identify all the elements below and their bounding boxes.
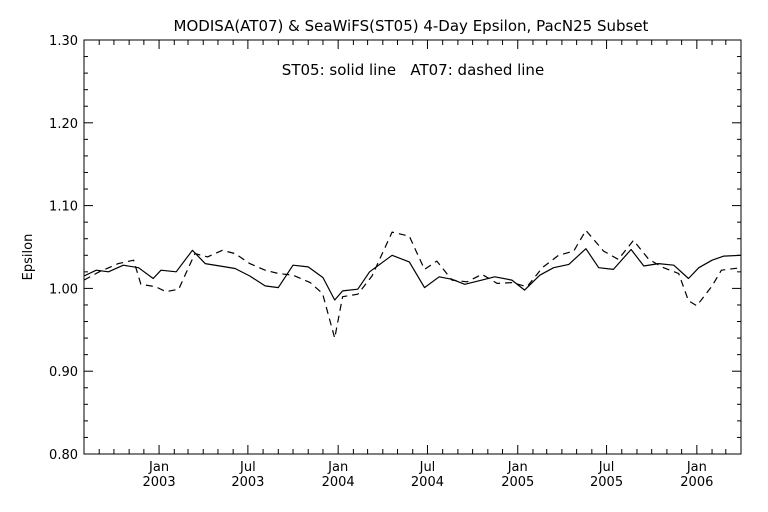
x-tick-label-month: Jan <box>507 460 528 475</box>
x-tick-label-year: 2005 <box>501 475 534 490</box>
y-tick-label: 0.90 <box>49 365 78 380</box>
x-tick-label-year: 2003 <box>143 475 176 490</box>
x-tick-label-year: 2006 <box>680 475 713 490</box>
x-tick-label-month: Jan <box>327 460 348 475</box>
y-tick-label: 1.10 <box>49 200 78 215</box>
chart-title: MODISA(AT07) & SeaWiFS(ST05) 4-Day Epsil… <box>174 17 649 35</box>
x-tick-label-month: Jul <box>598 460 615 475</box>
x-tick-label-year: 2004 <box>322 475 355 490</box>
series-line-at07 <box>83 229 742 339</box>
y-tick-label: 1.30 <box>49 34 78 49</box>
x-tick-label-year: 2003 <box>231 475 264 490</box>
series-line-st05 <box>83 248 742 301</box>
x-tick-label-month: Jan <box>686 460 707 475</box>
x-axis: Jan2003Jul2003Jan2004Jul2004Jan2005Jul20… <box>98 40 742 490</box>
x-tick-label-month: Jul <box>419 460 436 475</box>
x-tick-label-month: Jan <box>148 460 169 475</box>
y-axis-label: Epsilon <box>21 234 36 281</box>
legend-annotation: ST05: solid line AT07: dashed line <box>282 61 544 79</box>
x-tick-label-year: 2004 <box>411 475 444 490</box>
y-axis: 0.80 0.90 1.00 1.10 1.20 1.30 <box>49 34 741 463</box>
plot-frame <box>83 39 742 455</box>
y-tick-label: 1.20 <box>49 117 78 132</box>
x-tick-label-year: 2005 <box>590 475 623 490</box>
x-tick-label-month: Jul <box>239 460 256 475</box>
y-tick-label: 0.80 <box>49 448 78 463</box>
y-tick-label: 1.00 <box>49 282 78 297</box>
series-layer <box>83 229 742 339</box>
plot-area: 0.800.901.001.101.201.30 Jan2003Jul2003J… <box>49 34 742 490</box>
